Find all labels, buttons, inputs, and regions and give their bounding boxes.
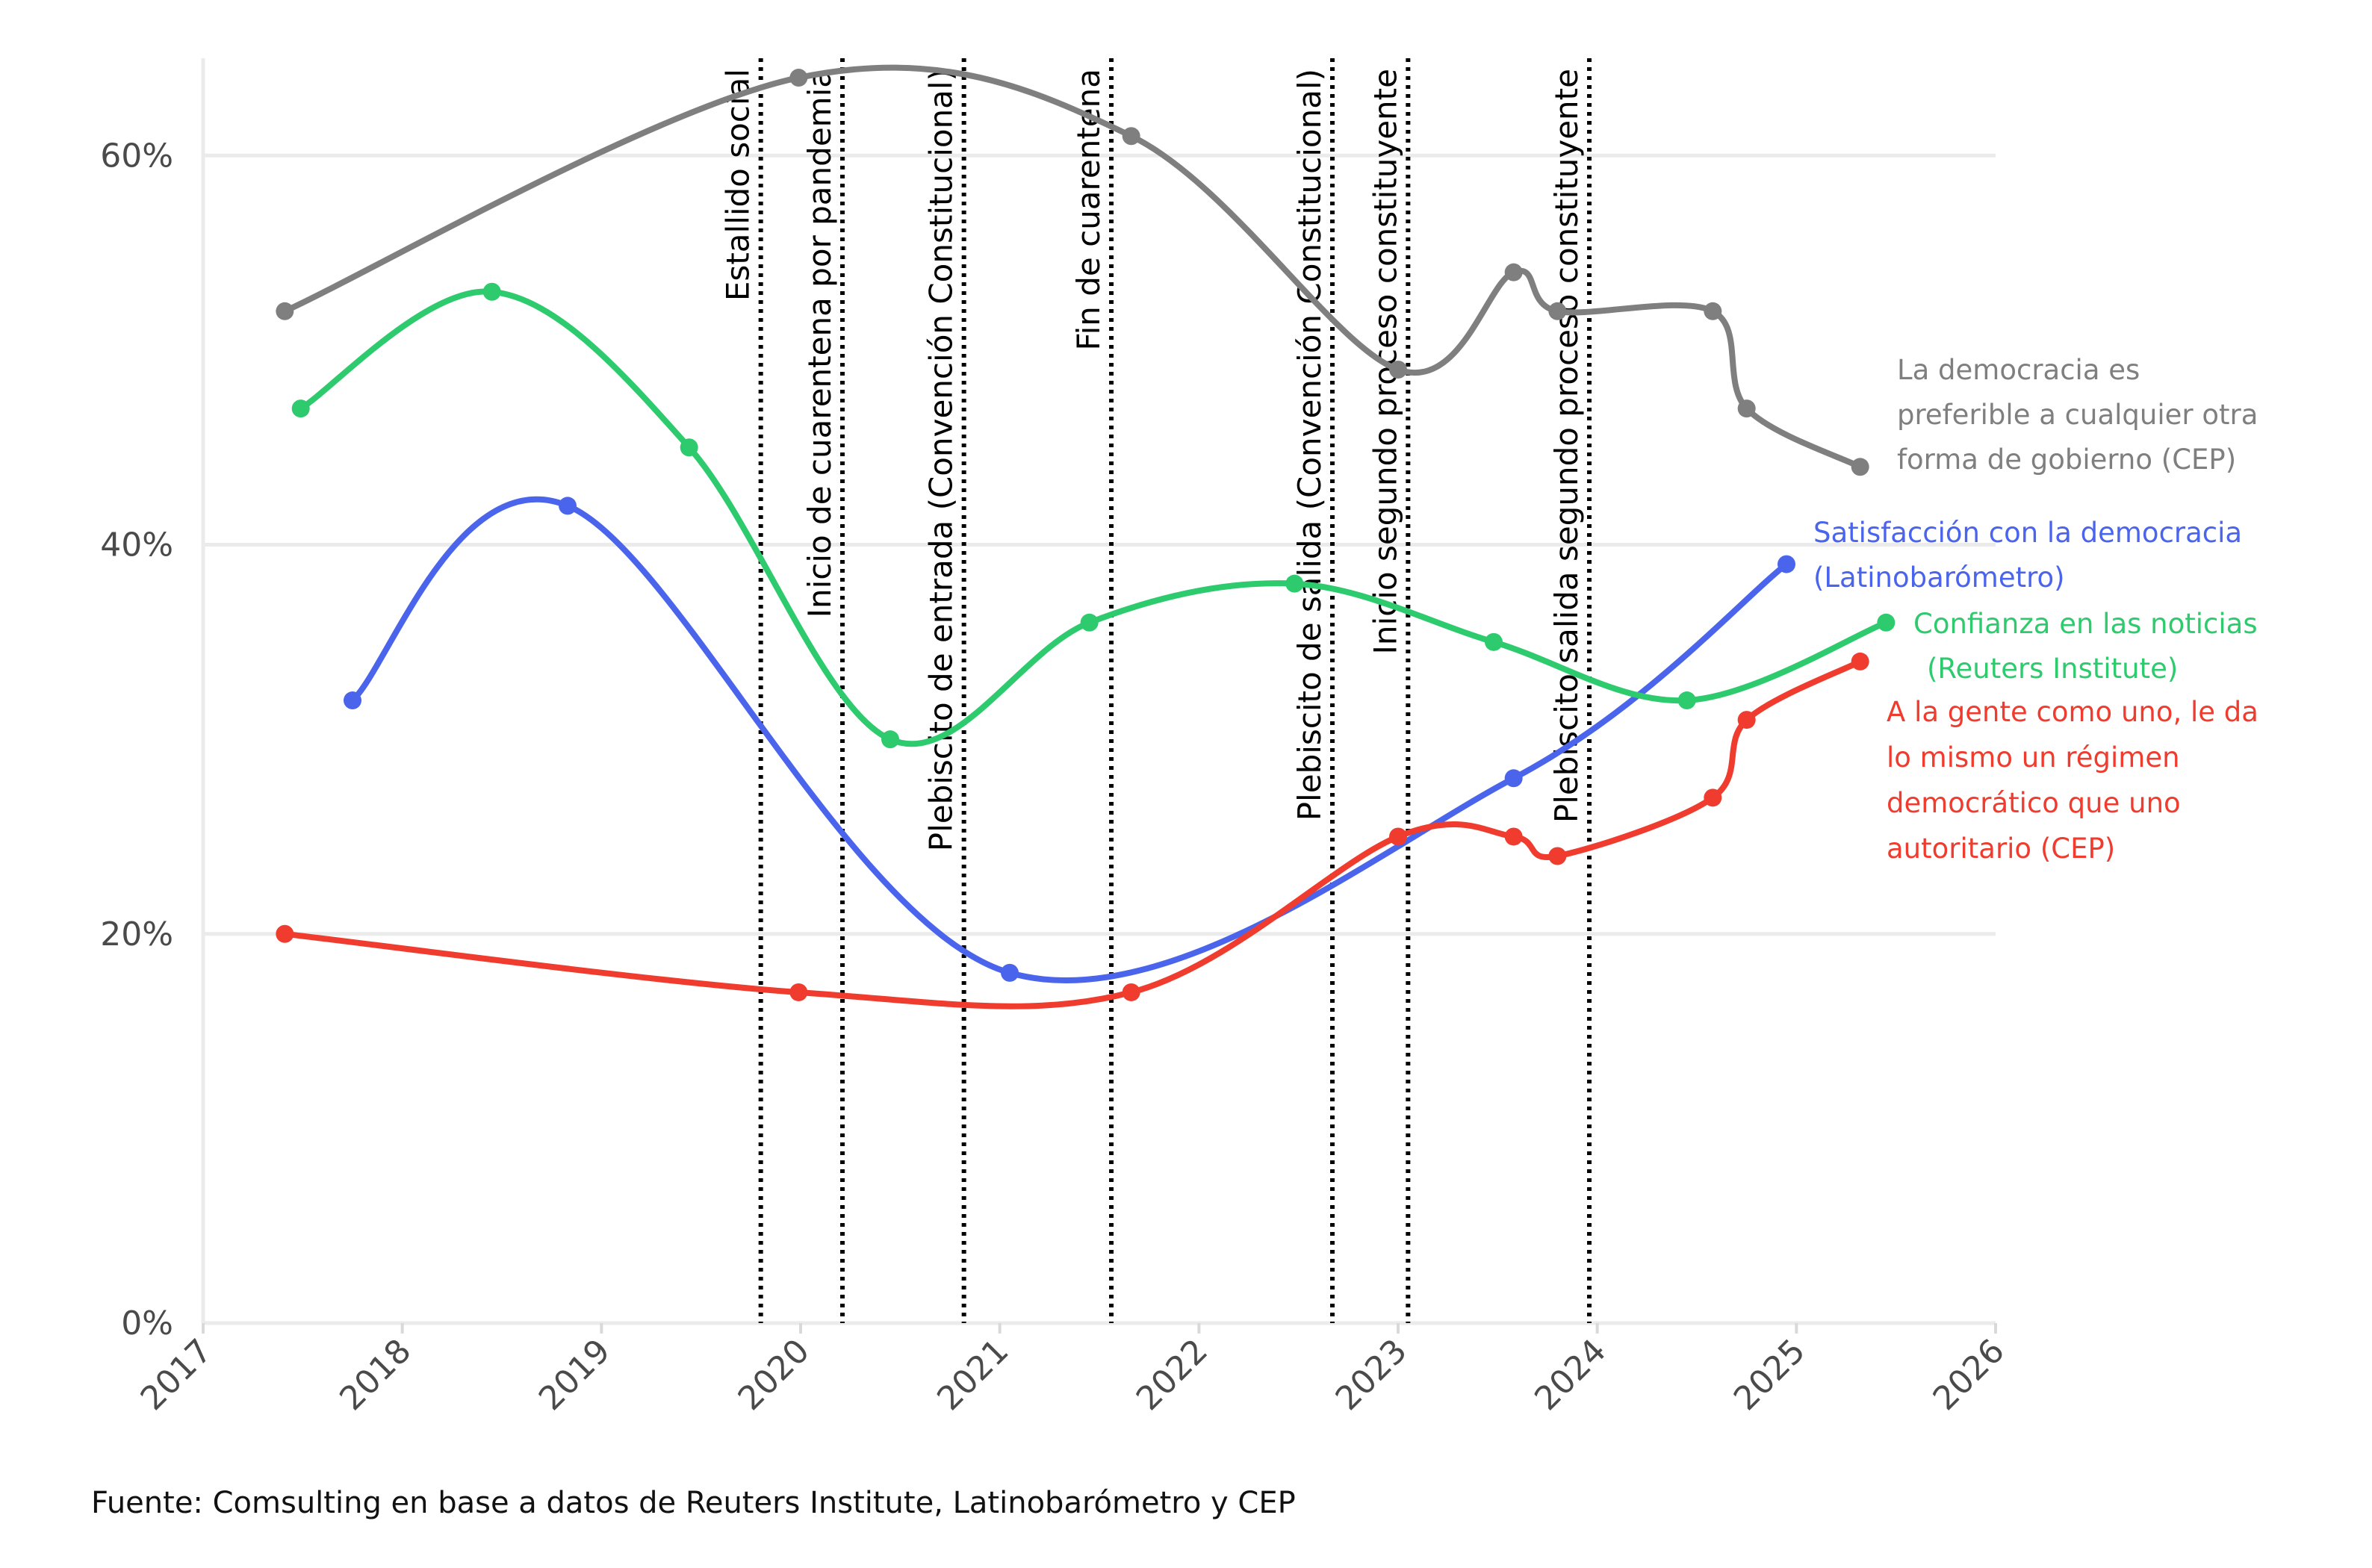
series-label-line: forma de gobierno (CEP)	[1897, 444, 2236, 476]
data-point	[1504, 769, 1523, 788]
x-tick-label: 2026	[1926, 1332, 2012, 1418]
data-point	[1122, 127, 1140, 146]
data-point	[1851, 458, 1869, 476]
series-label-line: lo mismo un régimen	[1887, 741, 2180, 774]
series-label-line: La democracia es	[1897, 354, 2140, 386]
data-point	[1677, 691, 1696, 710]
x-tick-label: 2020	[731, 1332, 817, 1418]
x-tick-label: 2017	[134, 1332, 220, 1418]
x-tick-label: 2018	[332, 1332, 418, 1418]
x-tick-label: 2022	[1129, 1332, 1215, 1418]
data-point	[1877, 613, 1896, 632]
data-point	[276, 924, 294, 943]
data-point	[1778, 555, 1795, 573]
event-label: Estallido social	[720, 69, 757, 301]
x-tick-label: 2021	[930, 1332, 1016, 1418]
x-tick-label: 2019	[532, 1332, 618, 1418]
data-point	[1504, 263, 1523, 281]
data-point	[1389, 360, 1407, 379]
data-point	[1485, 632, 1503, 651]
data-point	[789, 69, 808, 87]
data-point	[1704, 302, 1722, 320]
data-point	[1548, 847, 1567, 865]
data-point	[1080, 613, 1099, 632]
x-tick-label: 2025	[1727, 1332, 1813, 1418]
x-tick-label: 2024	[1527, 1332, 1613, 1418]
series-label-line: preferible a cualquier otra	[1897, 399, 2258, 431]
series-label-line: A la gente como uno, le da	[1887, 696, 2258, 728]
data-point	[344, 691, 361, 710]
data-point	[1285, 574, 1304, 593]
data-point	[482, 282, 501, 301]
data-point	[881, 730, 899, 749]
series-lines	[276, 64, 1896, 1009]
data-point	[1737, 711, 1756, 729]
series-label-line: autoritario (CEP)	[1887, 833, 2115, 865]
data-point	[789, 983, 808, 1001]
event-label: Inicio de cuarentena por pandemia	[801, 69, 838, 617]
grid-lines	[201, 58, 1996, 1325]
y-tick-label: 0%	[121, 1304, 173, 1343]
y-tick-label: 40%	[100, 526, 173, 564]
series-label-line: (Reuters Institute)	[1927, 653, 2178, 685]
series-label-line: democrático que uno	[1887, 787, 2181, 819]
data-point	[1851, 652, 1869, 671]
data-point	[1504, 827, 1523, 846]
event-label: Plebiscito de salida (Convención Constit…	[1291, 69, 1328, 821]
data-point	[1737, 399, 1756, 418]
y-tick-label: 20%	[100, 915, 173, 953]
data-point	[291, 399, 310, 418]
x-tick-label: 2023	[1329, 1332, 1415, 1418]
data-point	[559, 497, 577, 515]
series-label-line: Satisfacción con la democracia	[1813, 517, 2242, 549]
series-line	[282, 658, 1863, 1009]
data-point	[276, 302, 294, 320]
event-markers: Estallido social Inicio de cuarentena por…	[720, 58, 1592, 1323]
series-label-line: (Latinobarómetro)	[1813, 561, 2065, 594]
data-point	[1001, 963, 1019, 982]
data-point	[680, 438, 698, 457]
event-label: Plebiscito salida segundo proceso consti…	[1548, 69, 1585, 823]
data-point	[1389, 827, 1407, 846]
data-point	[1704, 788, 1722, 807]
series-label-line: Confianza en las noticias	[1913, 608, 2258, 640]
data-point	[1122, 983, 1140, 1001]
event-label: Plebiscito de entrada (Convención Consti…	[923, 69, 960, 851]
y-tick-label: 60%	[100, 137, 173, 175]
series-line	[297, 288, 1890, 747]
series-labels: La democracia es preferible a cualquier o…	[1813, 354, 2258, 865]
source-note: Fuente: Comsulting en base a datos de Re…	[91, 1486, 1296, 1520]
data-point	[1548, 302, 1567, 320]
